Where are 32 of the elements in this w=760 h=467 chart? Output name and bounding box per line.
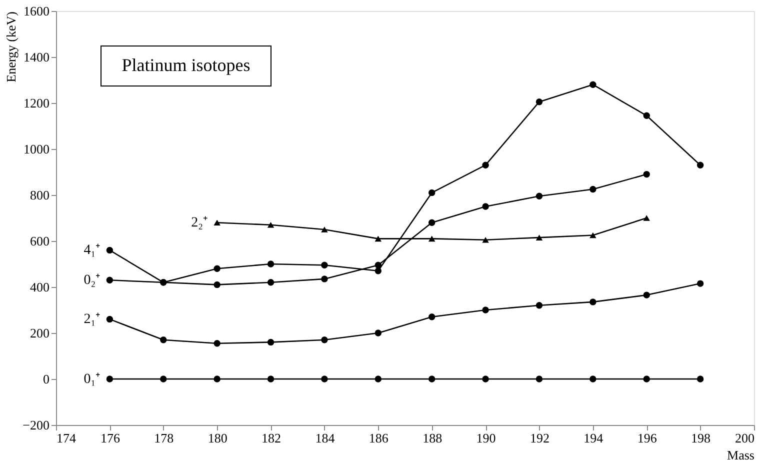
y-tick-label: 0	[43, 372, 50, 386]
x-tick-label: 198	[691, 430, 711, 446]
series-label: 4₁⁺	[84, 243, 101, 258]
x-tick-label: 188	[422, 430, 442, 446]
y-tick-label: 1000	[24, 142, 50, 156]
y-tick-label: 1400	[24, 50, 50, 64]
x-tick-label: 182	[262, 430, 282, 446]
y-tick-label: 600	[30, 234, 50, 248]
text: Platinum isotopes	[122, 55, 250, 75]
y-tick-label: 800	[30, 188, 50, 202]
y-axis-title: Energy (keV)	[4, 12, 19, 82]
x-tick-label: 196	[637, 430, 658, 446]
x-tick-label: 200	[735, 430, 754, 446]
series-label: 2₁⁺	[84, 312, 101, 328]
x-tick-label: 194	[584, 430, 604, 446]
x-axis-title: Mass	[727, 448, 754, 462]
x-tick-label: 190	[476, 430, 496, 446]
x-tick-label: 192	[530, 430, 550, 446]
x-tick-label: 174	[56, 430, 76, 446]
y-tick-label: 400	[30, 280, 50, 294]
x-tick-label: 186	[368, 430, 389, 446]
series-label: 0₂⁺	[84, 273, 101, 288]
series-label: 0₁⁺	[84, 372, 101, 387]
x-tick-label: 180	[208, 430, 228, 446]
y-tick-label: 200	[30, 326, 50, 340]
x-tick-label: 178	[154, 430, 174, 446]
y-tick-label: −200	[22, 418, 50, 432]
x-tick-label: 184	[315, 430, 336, 446]
y-tick-label: 1200	[24, 96, 50, 110]
x-tick-label: 176	[100, 430, 120, 446]
y-tick-label: 1600	[24, 4, 50, 18]
series-label: 2₂⁺	[191, 216, 208, 231]
